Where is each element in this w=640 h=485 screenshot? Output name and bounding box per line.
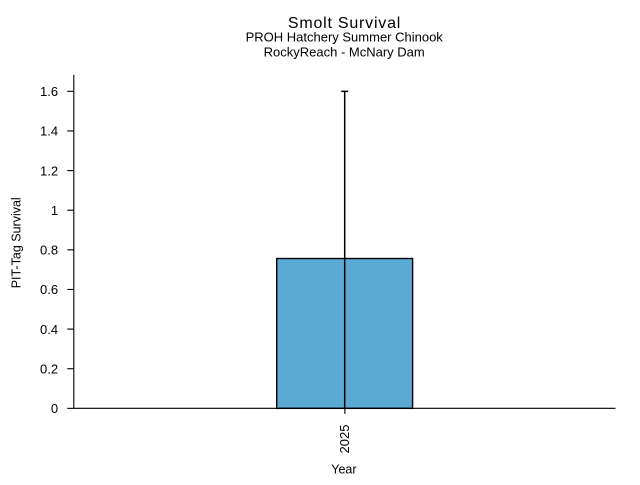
svg-text:0.8: 0.8 xyxy=(40,243,58,258)
svg-text:PIT-Tag Survival: PIT-Tag Survival xyxy=(9,197,23,288)
svg-text:1.4: 1.4 xyxy=(40,124,58,139)
svg-text:RockyReach - McNary Dam: RockyReach - McNary Dam xyxy=(264,44,425,59)
svg-text:Year: Year xyxy=(331,463,356,477)
svg-text:1.2: 1.2 xyxy=(40,163,58,178)
svg-text:Smolt Survival: Smolt Survival xyxy=(288,15,401,32)
svg-text:PROH Hatchery Summer Chinook: PROH Hatchery Summer Chinook xyxy=(246,30,444,45)
svg-text:0.4: 0.4 xyxy=(40,322,58,337)
svg-text:2025: 2025 xyxy=(337,425,352,454)
svg-text:0.2: 0.2 xyxy=(40,362,58,377)
svg-text:0.6: 0.6 xyxy=(40,282,58,297)
svg-text:1: 1 xyxy=(51,203,58,218)
svg-text:0: 0 xyxy=(51,401,58,416)
svg-text:1.6: 1.6 xyxy=(40,84,58,99)
